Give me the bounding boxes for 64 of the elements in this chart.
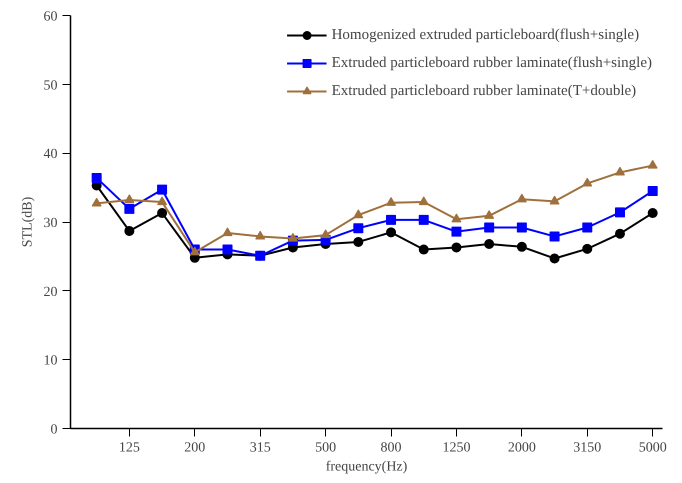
point <box>386 197 396 206</box>
point <box>157 184 168 195</box>
point <box>582 222 592 233</box>
point <box>418 214 429 225</box>
point <box>92 172 102 183</box>
point <box>516 242 527 252</box>
point <box>550 231 560 242</box>
point <box>582 178 592 187</box>
point <box>550 196 560 204</box>
point <box>288 232 298 242</box>
x-tick-label: 1250 <box>442 440 470 456</box>
point <box>484 222 494 233</box>
point <box>648 208 658 218</box>
x-tick-label: 500 <box>315 440 336 456</box>
x-tick-label: 5000 <box>638 440 667 456</box>
point <box>418 244 429 255</box>
point <box>451 242 462 252</box>
y-tick-label: 50 <box>44 78 58 94</box>
point <box>222 227 232 236</box>
point <box>484 210 494 219</box>
x-tick-label: 3150 <box>573 440 602 456</box>
point <box>516 222 527 233</box>
point <box>451 226 462 237</box>
point <box>614 207 625 218</box>
point <box>353 209 364 218</box>
point <box>550 253 560 264</box>
point <box>484 239 494 250</box>
legend-label: Extruded particleboard rubber laminate(T+double) <box>332 82 636 100</box>
point <box>614 166 625 176</box>
point <box>418 196 429 206</box>
point <box>386 214 396 225</box>
point <box>516 194 527 202</box>
point <box>124 204 134 214</box>
point <box>648 160 658 169</box>
point <box>92 198 102 207</box>
x-tick-label: 2000 <box>508 440 536 456</box>
y-tick-label: 60 <box>44 10 58 24</box>
point <box>386 227 396 238</box>
y-tick-label: 20 <box>44 284 58 300</box>
legend-label: Homogenized extruded particleboard(flush+single) <box>332 26 640 44</box>
point <box>124 226 134 236</box>
y-tick-label: 0 <box>50 422 58 438</box>
x-tick-label: 315 <box>250 440 271 456</box>
point <box>157 196 168 206</box>
x-tick-label: 200 <box>184 440 206 456</box>
legend-label: Extruded particleboard rubber laminate(flush+single) <box>332 54 652 72</box>
point <box>222 244 232 255</box>
x-tick-label: 125 <box>118 440 140 456</box>
point <box>648 186 658 196</box>
point <box>451 214 462 222</box>
y-tick-label: 10 <box>44 354 58 369</box>
point <box>320 229 331 238</box>
x-axis-title: frequency(Hz) <box>326 460 408 474</box>
point <box>157 208 168 218</box>
y-axis-title: STL(dB) <box>20 196 36 248</box>
y-tick-label: 30 <box>44 216 58 231</box>
point <box>353 236 364 247</box>
point <box>255 230 266 240</box>
point <box>582 244 592 254</box>
point <box>614 228 625 239</box>
y-tick-label: 40 <box>44 147 58 162</box>
point <box>124 194 134 204</box>
point <box>353 223 364 234</box>
x-tick-label: 800 <box>380 440 402 456</box>
